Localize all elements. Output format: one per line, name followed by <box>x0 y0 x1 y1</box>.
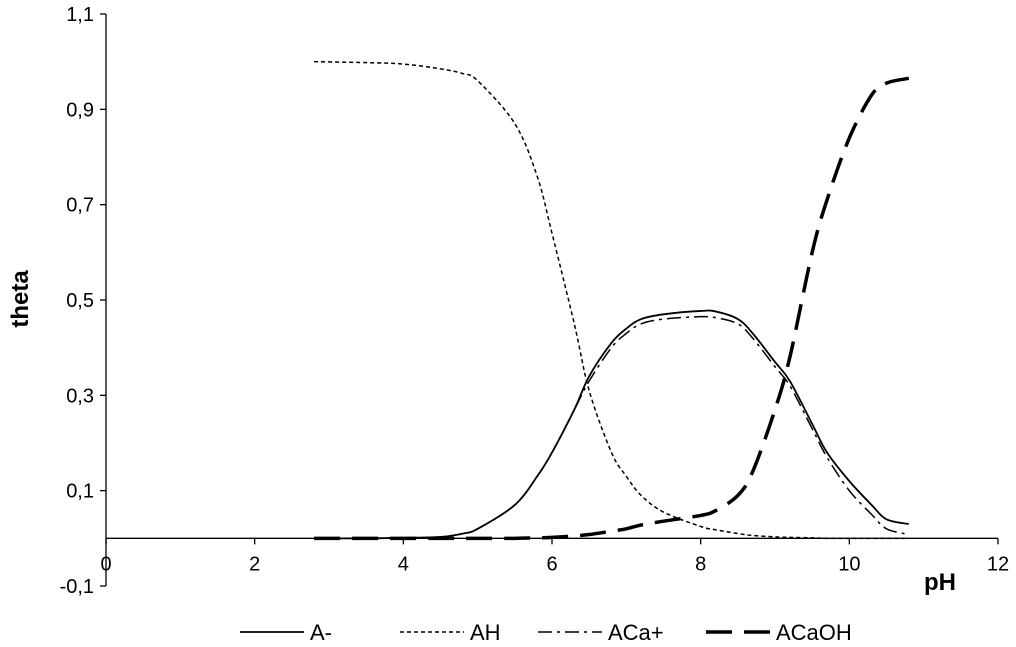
y-tick-label: 0,1 <box>66 481 94 503</box>
series-line-a <box>314 309 909 540</box>
series-line-aca <box>314 315 909 540</box>
y-tick-label: -0,1 <box>60 576 94 598</box>
series-line-acaoh <box>314 76 910 541</box>
series-lines <box>314 60 910 541</box>
legend-label: AH <box>470 620 501 645</box>
y-axis-title: theta <box>7 270 34 328</box>
y-axis: -0,1 0,1 0,3 0,5 0,7 0,9 1,1 <box>60 4 107 598</box>
x-tick-label: 10 <box>838 553 860 575</box>
y-tick-label: 0,9 <box>66 99 94 121</box>
legend-label: ACaOH <box>776 620 852 645</box>
y-tick-label: 0,3 <box>66 385 94 407</box>
legend: A- AH ACa+ ACaOH <box>240 620 852 645</box>
x-tick-label: 4 <box>398 553 409 575</box>
y-tick-label: 1,1 <box>66 4 94 26</box>
x-axis: 0 2 4 6 8 10 12 <box>100 537 1009 575</box>
legend-label: ACa+ <box>608 620 664 645</box>
legend-label: A- <box>310 620 332 645</box>
y-tick-label: 0,7 <box>66 195 94 217</box>
x-axis-title: pH <box>924 569 956 596</box>
x-tick-label: 8 <box>695 553 706 575</box>
series-line-ah <box>314 60 909 540</box>
x-tick-label: 12 <box>987 553 1009 575</box>
y-tick-label: 0,5 <box>66 290 94 312</box>
x-tick-label: 6 <box>546 553 557 575</box>
x-tick-label: 0 <box>100 553 111 575</box>
x-tick-label: 2 <box>249 553 260 575</box>
